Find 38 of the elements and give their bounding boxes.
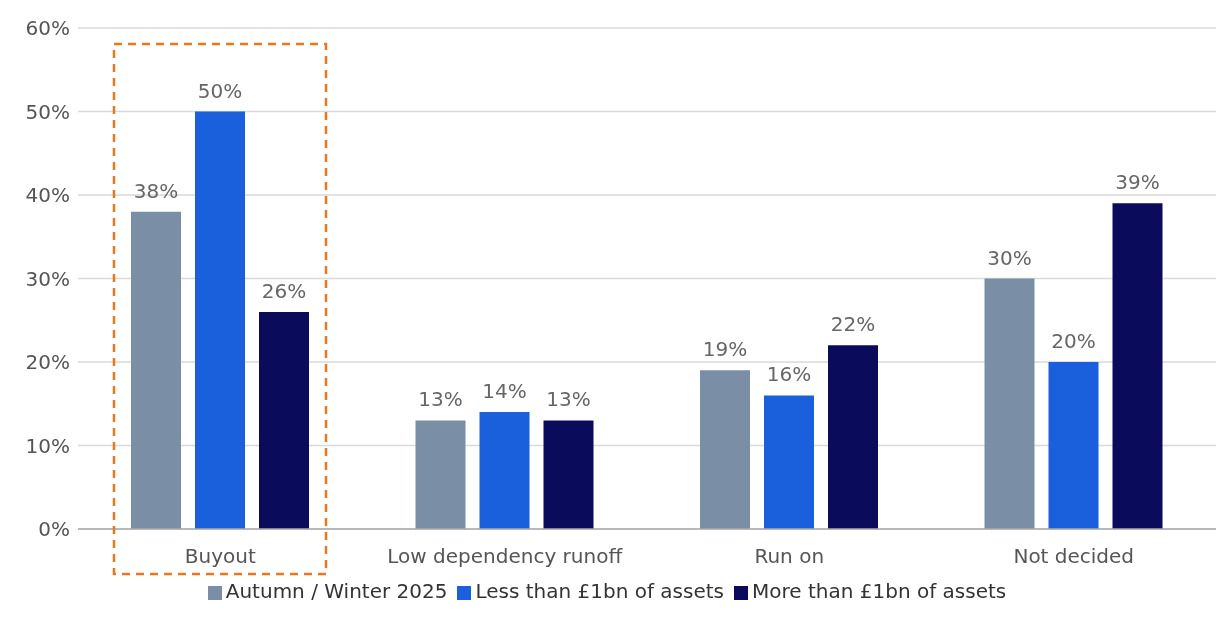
bar — [1048, 362, 1099, 529]
legend-label: Less than £1bn of assets — [475, 579, 725, 603]
y-tick-label: 60% — [25, 16, 70, 41]
bar — [195, 111, 245, 529]
bar — [131, 211, 181, 529]
data-label: 50% — [197, 78, 243, 103]
bar — [543, 420, 594, 529]
bar — [415, 420, 466, 529]
bar — [700, 370, 750, 529]
x-tick-label: Buyout — [184, 544, 256, 569]
bar — [984, 278, 1035, 529]
x-tick-label: Not decided — [1013, 544, 1135, 569]
data-label: 16% — [766, 362, 812, 387]
bar — [1112, 203, 1163, 529]
legend-label: Autumn / Winter 2025 — [225, 579, 448, 603]
y-tick-label: 40% — [25, 183, 70, 208]
data-label: 22% — [830, 312, 876, 337]
legend-label: More than £1bn of assets — [752, 579, 1007, 603]
bar — [764, 395, 814, 529]
bar — [259, 311, 309, 529]
data-label: 38% — [133, 178, 179, 203]
data-label: 26% — [261, 278, 307, 303]
y-tick-label: 20% — [25, 350, 70, 375]
data-label: 39% — [1115, 170, 1160, 195]
bar — [828, 345, 878, 529]
data-label: 13% — [418, 387, 463, 412]
x-tick-label: Run on — [754, 544, 825, 569]
data-label: 14% — [482, 379, 527, 404]
x-tick-label: Low dependency runoff — [387, 544, 624, 569]
data-label: 19% — [702, 337, 748, 362]
y-tick-label: 0% — [38, 517, 70, 542]
bar — [479, 412, 530, 529]
data-label: 20% — [1051, 329, 1096, 353]
y-tick-label: 10% — [25, 433, 70, 458]
y-tick-label: 30% — [25, 266, 70, 291]
data-label: 30% — [987, 245, 1032, 270]
y-tick-label: 50% — [25, 99, 70, 124]
data-label: 13% — [546, 387, 591, 412]
